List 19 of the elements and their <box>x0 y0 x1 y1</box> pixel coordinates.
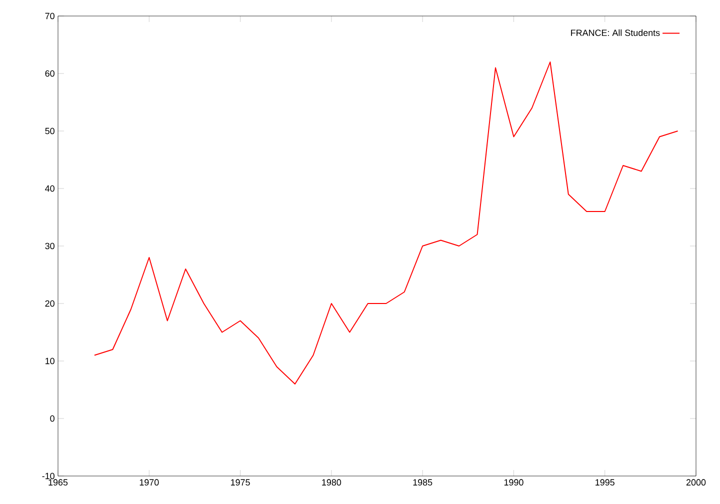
y-tick-label: 10 <box>46 358 54 364</box>
y-tick-label: 50 <box>45 128 54 134</box>
y-tick-label: -10 <box>42 472 54 480</box>
x-tick-label: 1980 <box>322 479 342 486</box>
x-tick-label: 1995 <box>596 479 614 486</box>
y-tick-label: 20 <box>45 300 54 307</box>
y-tick-label: 40 <box>45 185 54 192</box>
legend-label: FRANCE: All Students <box>571 29 660 36</box>
x-tick-label: 2000 <box>686 479 706 486</box>
y-tick-label: 60 <box>45 70 54 77</box>
line-series <box>94 62 678 384</box>
x-tick-label: 1965 <box>48 479 68 486</box>
y-tick-label: 0 <box>50 415 54 422</box>
x-tick-label: 1975 <box>231 479 250 486</box>
y-tick-label: 30 <box>45 242 54 250</box>
x-tick-label: 1970 <box>140 479 159 486</box>
x-tick-label: 1985 <box>413 479 432 486</box>
y-tick-label: 70 <box>45 12 54 20</box>
x-tick-label: 1990 <box>504 479 524 486</box>
